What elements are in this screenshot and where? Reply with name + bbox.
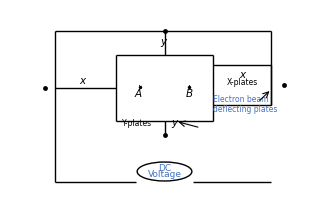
Text: $x$: $x$ — [79, 76, 88, 86]
Text: DC: DC — [158, 164, 171, 173]
Text: Y-plates: Y-plates — [122, 119, 152, 128]
Text: $x$: $x$ — [239, 70, 247, 80]
Text: $y$: $y$ — [160, 37, 169, 49]
Text: $\dot{B}$: $\dot{B}$ — [185, 85, 194, 100]
Text: Electron beam
deflecting plates: Electron beam deflecting plates — [213, 95, 278, 114]
Text: $\dot{A}$: $\dot{A}$ — [134, 85, 143, 100]
Text: Voltage: Voltage — [148, 170, 181, 179]
Text: $y$: $y$ — [171, 118, 180, 130]
Text: X-plates: X-plates — [227, 78, 258, 87]
